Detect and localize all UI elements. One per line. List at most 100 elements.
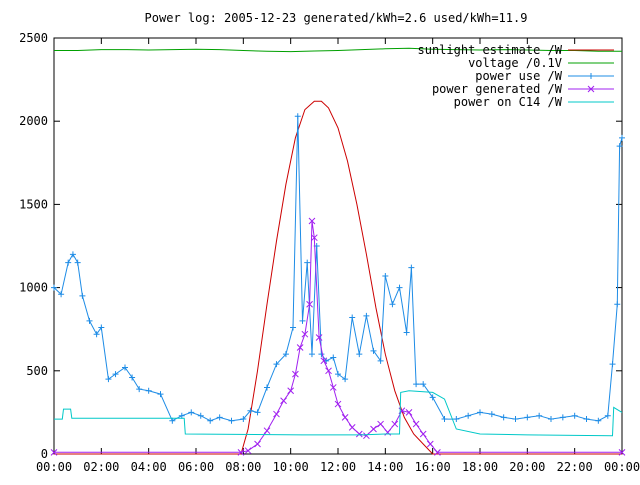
data-point <box>619 134 625 141</box>
data-point <box>453 416 460 423</box>
data-point <box>296 344 304 351</box>
x-tick-label: 18:00 <box>462 460 498 474</box>
data-point <box>197 412 204 419</box>
data-point <box>145 387 152 394</box>
data-point <box>207 417 214 424</box>
data-point <box>559 414 566 421</box>
data-point <box>188 409 195 416</box>
data-point <box>334 400 342 408</box>
data-point <box>396 284 403 291</box>
data-point <box>618 448 626 456</box>
data-point <box>420 381 427 388</box>
data-point <box>157 391 164 398</box>
data-point <box>308 351 315 358</box>
data-point <box>304 259 311 266</box>
x-tick-label: 02:00 <box>83 460 119 474</box>
data-point <box>65 259 72 266</box>
data-point <box>604 412 611 419</box>
data-point <box>301 330 309 338</box>
data-point <box>382 272 389 279</box>
data-point <box>477 409 483 416</box>
data-point <box>441 416 448 423</box>
data-point <box>228 417 235 424</box>
data-point <box>292 370 299 378</box>
data-point <box>595 417 602 424</box>
x-tick-label: 00:00 <box>36 460 72 474</box>
data-point <box>616 143 623 150</box>
data-point <box>341 414 349 421</box>
series-line <box>54 390 623 437</box>
data-point <box>244 447 252 455</box>
data-point <box>51 284 57 291</box>
data-point <box>355 430 363 438</box>
data-point <box>306 300 313 308</box>
data-point <box>58 291 65 298</box>
data-point <box>571 412 578 419</box>
data-point <box>377 420 384 428</box>
y-tick-label: 2000 <box>19 114 48 128</box>
x-tick-label: 12:00 <box>320 460 356 474</box>
data-point <box>405 409 413 416</box>
data-point <box>370 347 377 354</box>
series-4 <box>54 390 623 437</box>
x-axis-ticks: 00:00 02:00 04:00 06:00 08:00 10:00 12:00 14:00… <box>36 38 640 474</box>
data-point <box>583 416 590 423</box>
data-point <box>254 409 261 416</box>
data-point <box>512 416 519 423</box>
data-point <box>105 376 112 383</box>
data-point <box>282 351 289 358</box>
data-point <box>609 361 616 368</box>
data-point <box>335 371 341 378</box>
data-point <box>488 411 495 418</box>
data-point <box>86 317 93 324</box>
data-point <box>240 416 247 423</box>
data-point <box>315 334 323 341</box>
data-point <box>69 251 76 258</box>
data-point <box>426 440 434 448</box>
data-point <box>363 432 370 440</box>
data-point <box>79 292 86 299</box>
legend-label: power on C14 /W <box>454 95 563 109</box>
legend-marker <box>587 85 595 93</box>
data-point <box>294 113 301 120</box>
legend-label: voltage /0.1V <box>468 56 562 70</box>
data-point <box>329 384 337 391</box>
y-tick-label: 2500 <box>19 31 48 45</box>
data-point <box>330 354 337 361</box>
data-point <box>299 317 306 324</box>
x-tick-label: 22:00 <box>557 460 593 474</box>
data-point <box>408 264 415 271</box>
data-point <box>434 448 441 456</box>
data-point <box>370 425 377 433</box>
data-point <box>548 416 554 423</box>
x-tick-label: 08:00 <box>225 460 261 474</box>
series-3 <box>50 217 626 456</box>
series-1 <box>54 47 622 53</box>
data-point <box>325 367 332 375</box>
data-point <box>349 314 356 321</box>
data-point <box>264 384 270 391</box>
legend-label: power use /W <box>475 69 562 83</box>
data-point <box>614 301 621 308</box>
data-point <box>273 410 280 418</box>
data-point <box>50 448 58 456</box>
data-point <box>391 420 399 428</box>
data-point <box>348 424 356 431</box>
data-point <box>536 412 543 419</box>
data-point <box>429 394 436 401</box>
x-tick-label: 14:00 <box>367 460 403 474</box>
data-point <box>93 331 100 338</box>
y-tick-label: 0 <box>41 447 48 461</box>
series-line <box>54 100 622 455</box>
data-point <box>263 427 271 435</box>
series-line <box>54 47 622 53</box>
x-tick-label: 06:00 <box>178 460 214 474</box>
legend-marker <box>588 73 594 79</box>
data-point <box>412 420 420 428</box>
data-point <box>136 386 143 393</box>
data-point <box>247 407 254 414</box>
data-point <box>524 414 531 421</box>
x-tick-label: 00:00 <box>604 460 640 474</box>
